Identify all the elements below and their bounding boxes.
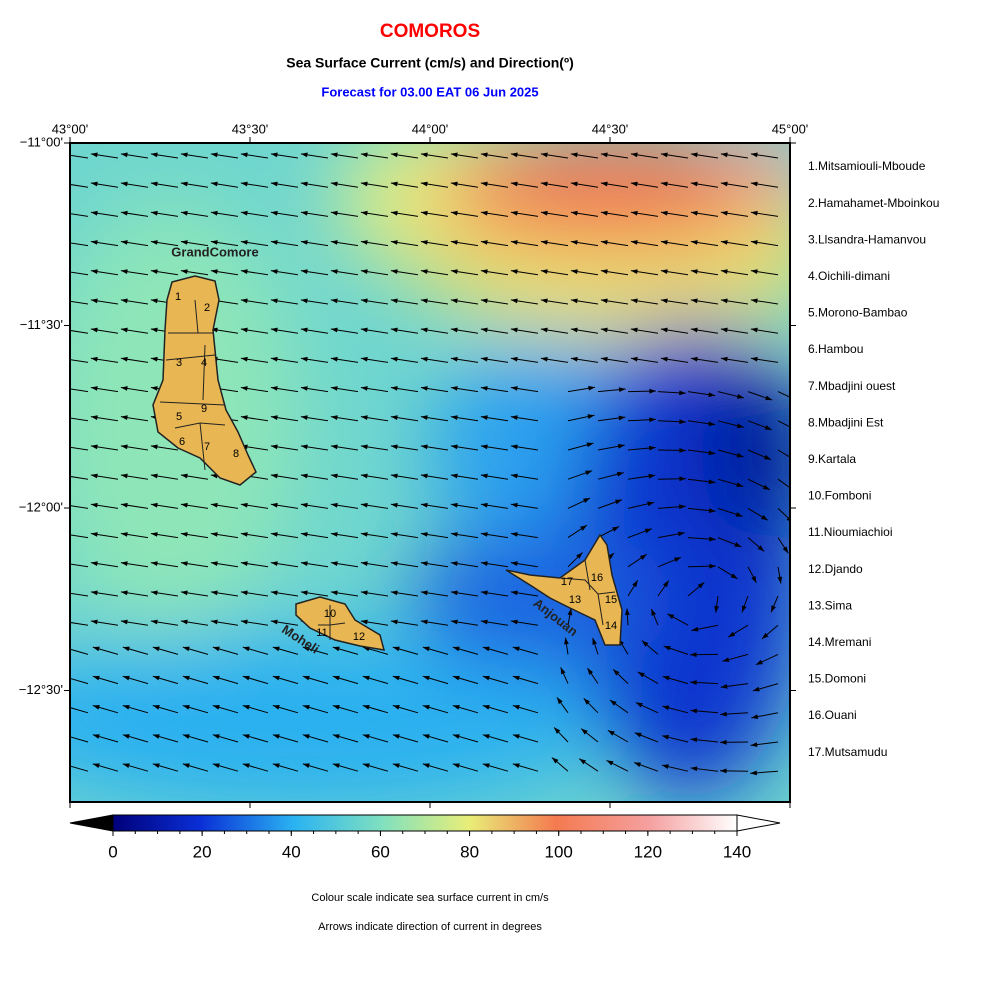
lat-label: −12°30' xyxy=(19,682,63,697)
colorbar-gradient xyxy=(113,815,737,831)
arrow-head xyxy=(61,240,68,245)
arrow-head xyxy=(793,397,800,402)
region-name: 4.Oichili-dimani xyxy=(808,269,890,283)
arrow-head xyxy=(61,561,68,566)
region-number: 2 xyxy=(204,302,210,314)
region-number: 9 xyxy=(201,403,207,415)
region-name: 7.Mbadjini ouest xyxy=(808,379,896,393)
region-number: 4 xyxy=(201,357,207,369)
region-number: 14 xyxy=(605,620,617,632)
current-field xyxy=(0,120,830,810)
arrow-head xyxy=(61,532,68,537)
colorbar-label: 0 xyxy=(108,842,117,861)
lon-label: 44°00' xyxy=(412,121,449,136)
region-number: 6 xyxy=(179,436,185,448)
forecast: Forecast for 03.00 EAT 06 Jun 2025 xyxy=(321,84,538,99)
colorbar-label: 40 xyxy=(282,842,301,861)
region-name: 2.Hamahamet-Mboinkou xyxy=(808,196,939,210)
arrow-head xyxy=(63,676,70,681)
region-number: 15 xyxy=(605,594,617,606)
arrow-head xyxy=(61,386,68,391)
arrow-head xyxy=(61,474,68,479)
region-number: 10 xyxy=(324,608,336,620)
arrow-head xyxy=(61,590,68,595)
region-name: 10.Fomboni xyxy=(808,489,871,503)
region-number: 13 xyxy=(569,594,581,606)
arrow-head xyxy=(61,298,68,303)
arrow-head xyxy=(61,211,68,216)
footer-note: Colour scale indicate sea surface curren… xyxy=(311,892,549,904)
arrow-head xyxy=(791,456,798,461)
arrow-head xyxy=(61,444,68,449)
region-name: 16.Ouani xyxy=(808,708,857,722)
arrow-head xyxy=(61,620,68,625)
region-name: 14.Mremani xyxy=(808,635,871,649)
colorbar-over xyxy=(737,815,780,831)
region-name: 3.Llsandra-Hamanvou xyxy=(808,232,926,246)
region-number: 16 xyxy=(591,572,603,584)
legend: 1.Mitsamiouli-Mboude 2.Hamahamet-Mboinkou… xyxy=(808,159,939,759)
region-name: 6.Hambou xyxy=(808,342,863,356)
region-number: 5 xyxy=(176,411,182,423)
arrow-head xyxy=(792,427,799,432)
arrow-head xyxy=(63,734,70,739)
region-name: 1.Mitsamiouli-Mboude xyxy=(808,159,926,173)
region-name: 13.Sima xyxy=(808,598,852,612)
arrow-head xyxy=(63,763,70,768)
colorbar: 0 20 40 60 80 100 120 140 xyxy=(70,815,780,861)
colorbar-label: 120 xyxy=(634,842,662,861)
subtitle: Sea Surface Current (cm/s) and Direction… xyxy=(286,55,574,71)
arrow-head xyxy=(63,705,70,710)
region-number: 17 xyxy=(561,576,573,588)
region-number: 7 xyxy=(204,441,210,453)
colorbar-label: 100 xyxy=(545,842,573,861)
lat-label: −12°00' xyxy=(19,499,63,514)
region-number: 8 xyxy=(233,448,239,460)
region-name: 9.Kartala xyxy=(808,452,856,466)
lon-label: 44°30' xyxy=(592,121,629,136)
region-number: 3 xyxy=(176,357,182,369)
title: COMOROS xyxy=(380,21,480,42)
colorbar-label: 80 xyxy=(460,842,479,861)
region-name: 11.Nioumiachioi xyxy=(808,525,893,539)
lon-label: 45°00' xyxy=(772,121,809,136)
footer-note: Arrows indicate direction of current in … xyxy=(318,921,542,933)
colorbar-label: 60 xyxy=(371,842,390,861)
arrow-head xyxy=(61,182,68,187)
region-number: 11 xyxy=(316,627,327,639)
arrow-head xyxy=(61,357,68,362)
arrow-head xyxy=(61,415,68,420)
region-name: 8.Mbadjini Est xyxy=(808,415,884,429)
region-number: 12 xyxy=(353,631,365,643)
colorbar-label: 140 xyxy=(723,842,751,861)
lon-label: 43°30' xyxy=(232,121,269,136)
lat-label: −11°30' xyxy=(20,317,63,332)
arrow-head xyxy=(63,647,70,652)
colorbar-under xyxy=(70,815,113,831)
arrow-head xyxy=(61,269,68,274)
region-number: 1 xyxy=(175,291,181,303)
island-label: GrandComore xyxy=(171,244,258,259)
region-name: 5.Morono-Bambao xyxy=(808,306,908,320)
arrow-head xyxy=(61,152,68,157)
region-name: 12.Djando xyxy=(808,562,863,576)
colorbar-label: 20 xyxy=(193,842,212,861)
region-name: 17.Mutsamudu xyxy=(808,745,887,759)
lat-label: −11°00' xyxy=(20,134,63,149)
region-name: 15.Domoni xyxy=(808,672,866,686)
